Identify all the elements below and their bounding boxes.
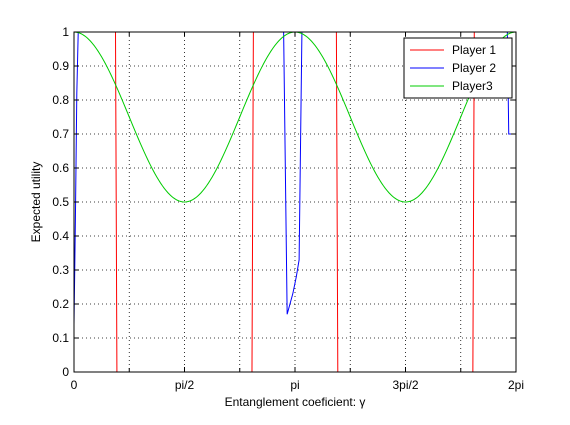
y-tick-label: 0.8 xyxy=(52,93,69,107)
legend: Player 1 Player 2 Player3 xyxy=(403,37,513,99)
x-tick-label: 3pi/2 xyxy=(392,378,418,392)
y-tick-label: 0.4 xyxy=(52,229,69,243)
y-tick-label: 0.2 xyxy=(52,297,69,311)
y-tick-label: 0.1 xyxy=(52,331,69,345)
x-tick-label: 0 xyxy=(71,378,78,392)
legend-entry: Player3 xyxy=(452,79,493,93)
y-tick-label: 0.7 xyxy=(52,127,69,141)
y-tick-label: 0.3 xyxy=(52,263,69,277)
y-tick-label: 1 xyxy=(62,25,69,39)
x-tick-label: pi/2 xyxy=(175,378,195,392)
x-axis-label: Entanglement coeficient: γ xyxy=(225,395,366,409)
x-tick-label: 2pi xyxy=(508,378,524,392)
legend-entry: Player 1 xyxy=(452,43,496,57)
y-tick-label: 0.5 xyxy=(52,195,69,209)
y-tick-label: 0.6 xyxy=(52,161,69,175)
y-tick-label: 0.9 xyxy=(52,59,69,73)
axis-ticks: 0 pi/2 pi 3pi/2 2pi 0 0.1 0.2 0.3 0.4 0.5 0.6 0.7 0.8… xyxy=(52,25,524,392)
legend-entry: Player 2 xyxy=(452,61,496,75)
x-tick-label: pi xyxy=(290,378,299,392)
y-tick-label: 0 xyxy=(62,365,69,379)
y-axis-label: Expected utility xyxy=(29,162,43,243)
